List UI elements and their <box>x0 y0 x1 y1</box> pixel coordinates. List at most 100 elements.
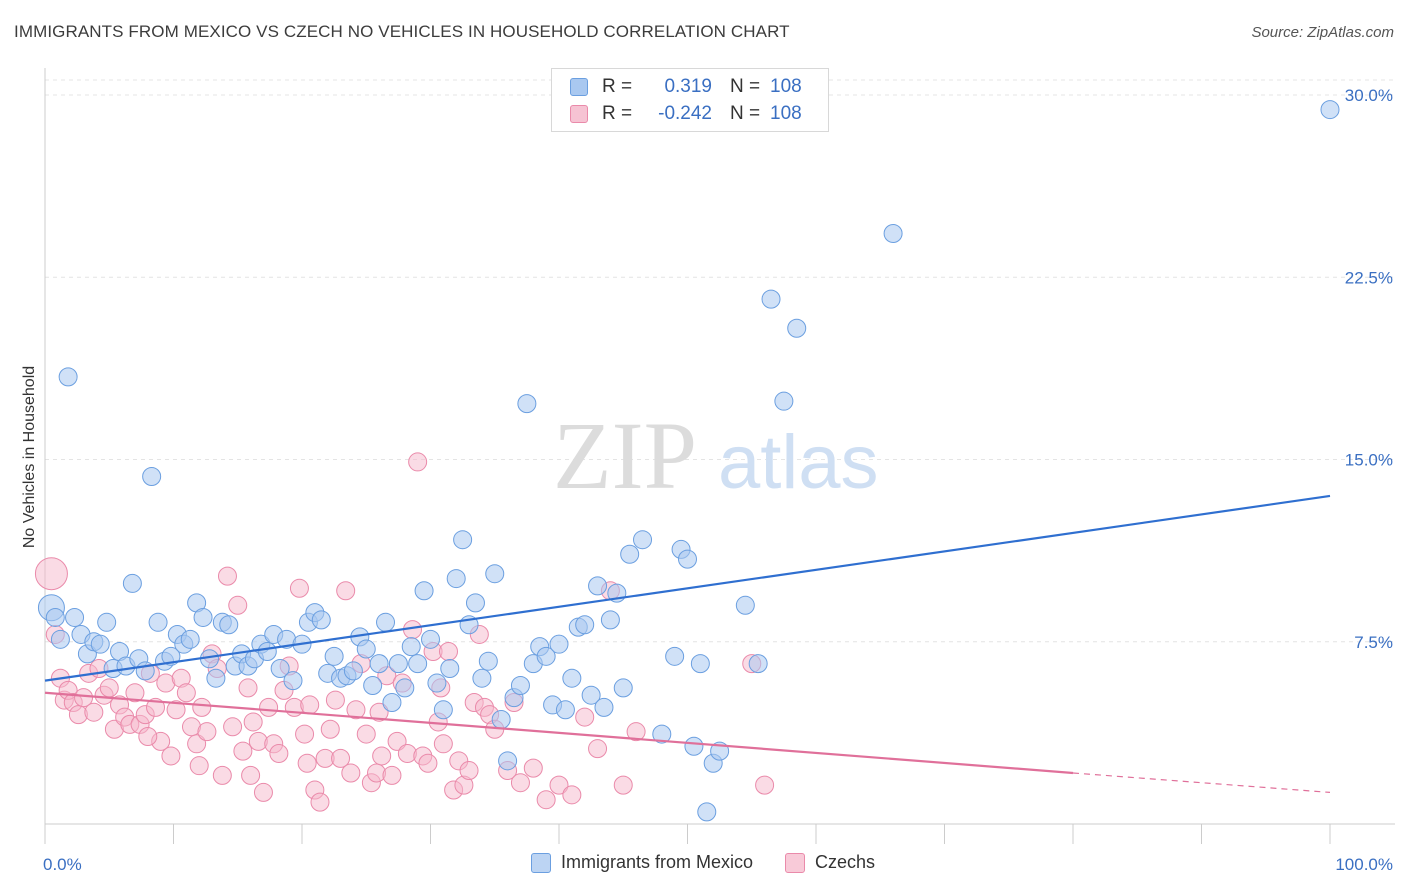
czech-point <box>84 702 104 722</box>
czech-point <box>187 734 207 754</box>
n-label: N = <box>730 76 761 97</box>
source-label: Source: ZipAtlas.com <box>1251 24 1394 41</box>
mexico-points <box>37 100 1340 822</box>
series-legend: Immigrants from Mexico Czechs <box>0 852 1406 873</box>
trend-lines <box>44 494 1331 794</box>
watermark: ZIP atlas <box>553 402 879 509</box>
mexico-point <box>678 549 697 569</box>
mexico-point <box>562 668 582 688</box>
czech-point <box>253 782 273 802</box>
x-tick-label: 100.0% <box>1335 855 1393 874</box>
mexico-point <box>690 654 710 674</box>
mexico-point <box>575 615 595 635</box>
mexico-point <box>50 629 70 649</box>
mexico-point <box>324 646 344 666</box>
czech-point <box>510 773 530 793</box>
czech-point <box>176 683 196 703</box>
mexico-point <box>421 629 440 649</box>
czech-point <box>125 683 145 703</box>
mexico-point <box>193 607 213 627</box>
mexico-point <box>257 641 277 661</box>
legend-label-mexico: Immigrants from Mexico <box>560 852 753 872</box>
mexico-point <box>491 710 511 730</box>
mexico-point <box>311 610 331 630</box>
mexico-point <box>401 637 421 657</box>
czech-point <box>325 690 345 710</box>
czech-point <box>300 695 320 715</box>
n-value: 108 <box>770 103 802 124</box>
mexico-point <box>446 569 466 589</box>
czech-legend-swatch-icon <box>785 852 805 873</box>
mexico-point <box>465 593 485 613</box>
mexico-point <box>581 685 601 705</box>
mexico-point <box>735 595 755 615</box>
czech-point <box>382 765 402 785</box>
correlation-legend: R = 0.319 N = 108 R = -0.242 N = 108 <box>551 68 829 132</box>
mexico-point <box>536 646 556 666</box>
czech-point <box>331 748 351 768</box>
mexico-point <box>376 612 396 632</box>
mexico-point <box>498 751 518 771</box>
mexico-point <box>787 318 807 338</box>
czech-point <box>217 566 237 586</box>
czech-point <box>549 775 569 795</box>
czech-point <box>259 697 279 717</box>
mexico-point <box>697 802 717 822</box>
n-label: N = <box>730 103 761 124</box>
mexico-point <box>97 612 117 632</box>
mexico-point <box>555 700 575 720</box>
legend-label-czechs: Czechs <box>815 852 876 872</box>
axes <box>44 68 1395 844</box>
czech-point <box>320 719 340 739</box>
n-value: 108 <box>770 76 802 97</box>
czech-point <box>197 722 217 742</box>
mexico-point <box>90 634 110 654</box>
czech-point <box>161 746 181 766</box>
mexico-point <box>613 678 633 698</box>
mexico-point <box>588 576 608 596</box>
mexico-point <box>142 467 162 487</box>
y-tick-label: 7.5% <box>1354 633 1393 652</box>
r-value: 0.319 <box>664 76 712 97</box>
czech-point <box>755 775 775 795</box>
czech-point <box>562 785 582 805</box>
czech-point <box>613 775 633 795</box>
czech-point <box>297 753 317 773</box>
mexico-trend-line <box>44 494 1331 682</box>
czech-point <box>99 678 119 698</box>
czech-point <box>241 765 261 785</box>
r-value: -0.242 <box>658 103 712 124</box>
czech-point <box>575 707 595 727</box>
mexico-point <box>414 581 434 601</box>
czech-point <box>74 688 94 708</box>
mexico-point <box>761 289 781 309</box>
czech-point <box>459 761 479 781</box>
czech-swatch-icon <box>570 105 588 123</box>
czech-point <box>166 700 186 720</box>
mexico-point <box>283 671 303 691</box>
r-label: R = <box>602 76 633 97</box>
czech-point <box>369 702 389 722</box>
czech-point <box>438 641 458 661</box>
mexico-point <box>748 654 768 674</box>
mexico-point <box>517 394 537 414</box>
grid-lines <box>45 79 1395 643</box>
czech-point <box>418 753 438 773</box>
legend-row-czech: R = -0.242 N = 108 <box>570 101 802 127</box>
czech-point <box>523 758 543 778</box>
czech-point <box>243 712 263 732</box>
czech-point <box>336 581 356 601</box>
mexico-point <box>343 661 363 681</box>
czech-point <box>269 744 289 764</box>
y-tick-label: 15.0% <box>1345 451 1393 470</box>
mexico-point <box>485 564 505 584</box>
mexico-point <box>1320 100 1340 120</box>
mexico-point <box>270 658 290 678</box>
czech-point <box>408 452 428 472</box>
czech-point <box>146 697 166 717</box>
mexico-point <box>478 651 498 671</box>
czech-point <box>387 731 407 751</box>
mexico-point <box>440 658 460 678</box>
legend-row-mexico: R = 0.319 N = 108 <box>570 74 802 100</box>
